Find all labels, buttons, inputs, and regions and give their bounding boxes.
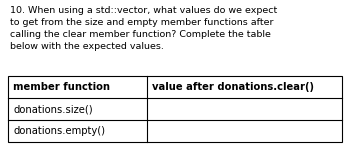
Text: donations.size(): donations.size() bbox=[13, 104, 93, 114]
Text: 10. When using a std::vector, what values do we expect
to get from the size and : 10. When using a std::vector, what value… bbox=[10, 6, 277, 52]
Bar bbox=[8, 76, 342, 142]
Text: donations.empty(): donations.empty() bbox=[13, 126, 105, 136]
Text: member function: member function bbox=[13, 82, 110, 92]
Text: value after donations.clear(): value after donations.clear() bbox=[152, 82, 314, 92]
